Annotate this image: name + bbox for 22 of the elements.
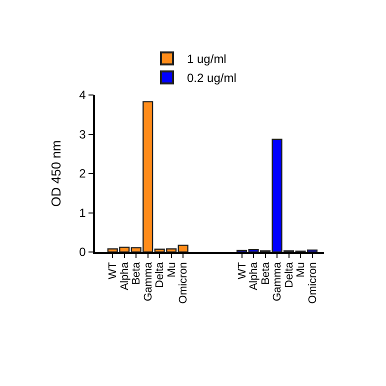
x-tick-label: Omicron	[306, 262, 319, 304]
y-axis-title: OD 450 nm	[48, 140, 64, 207]
legend-label: 1 ug/ml	[187, 52, 226, 66]
y-tick-label: 3	[79, 127, 86, 142]
y-tick-label: 1	[79, 206, 86, 220]
y-tick-label: 4	[79, 88, 86, 102]
legend-label: 0.2 ug/ml	[187, 71, 236, 86]
x-tick-label: Delta	[154, 261, 166, 288]
x-tick-label: Mu	[295, 262, 308, 278]
x-tick-label: Gamma	[272, 261, 284, 302]
x-tick-label: Beta	[260, 261, 272, 285]
x-tick-label: Gamma	[142, 261, 154, 302]
x-tick-label: Delta	[283, 261, 296, 288]
x-tick-label: Beta	[130, 261, 143, 285]
y-tick-label: 0	[79, 245, 86, 260]
y-tick-label: 2	[79, 166, 86, 181]
x-tick-label: Alpha	[248, 261, 260, 290]
x-tick-label: WT	[236, 262, 248, 280]
x-tick-label: Omicron	[178, 262, 190, 304]
x-tick-label: Alpha	[118, 261, 131, 290]
x-tick-label: WT	[107, 262, 120, 280]
x-tick-label: Mu	[166, 262, 178, 278]
